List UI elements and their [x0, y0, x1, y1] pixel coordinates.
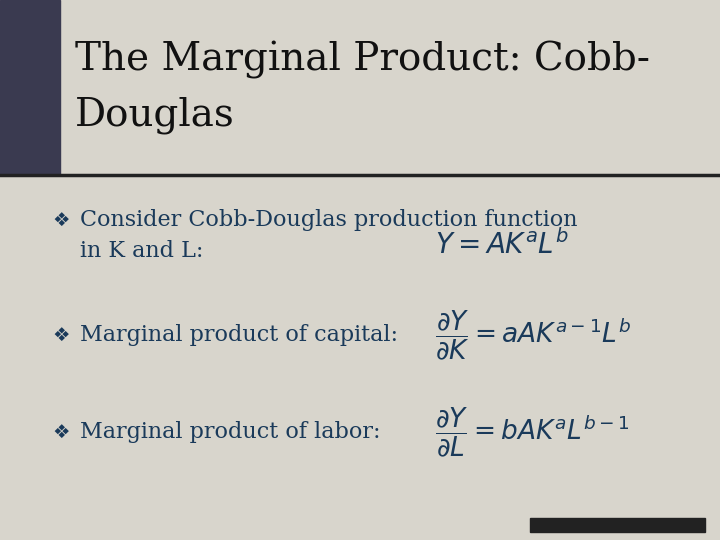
Text: Marginal product of capital:: Marginal product of capital: [80, 324, 398, 346]
Bar [530, 518, 705, 532]
Bar [0, 0, 60, 175]
Text: $\dfrac{\partial Y}{\partial L} = bAK^{a}L^{b-1}$: $\dfrac{\partial Y}{\partial L} = bAK^{a… [435, 405, 629, 459]
Bar [0, 0, 720, 175]
Text: $\dfrac{\partial Y}{\partial K} = aAK^{a-1}L^{b}$: $\dfrac{\partial Y}{\partial K} = aAK^{a… [435, 308, 631, 362]
Text: ❖: ❖ [52, 326, 70, 345]
Text: Douglas: Douglas [75, 96, 235, 134]
Text: ❖: ❖ [52, 422, 70, 442]
Text: $Y = AK^{a}L^{b}$: $Y = AK^{a}L^{b}$ [435, 230, 569, 260]
Text: in K and L:: in K and L: [80, 240, 203, 262]
Text: The Marginal Product: Cobb-: The Marginal Product: Cobb- [75, 41, 650, 79]
Text: Consider Cobb-Douglas production function: Consider Cobb-Douglas production functio… [80, 209, 577, 231]
Text: Marginal product of labor:: Marginal product of labor: [80, 421, 380, 443]
Text: ❖: ❖ [52, 211, 70, 229]
